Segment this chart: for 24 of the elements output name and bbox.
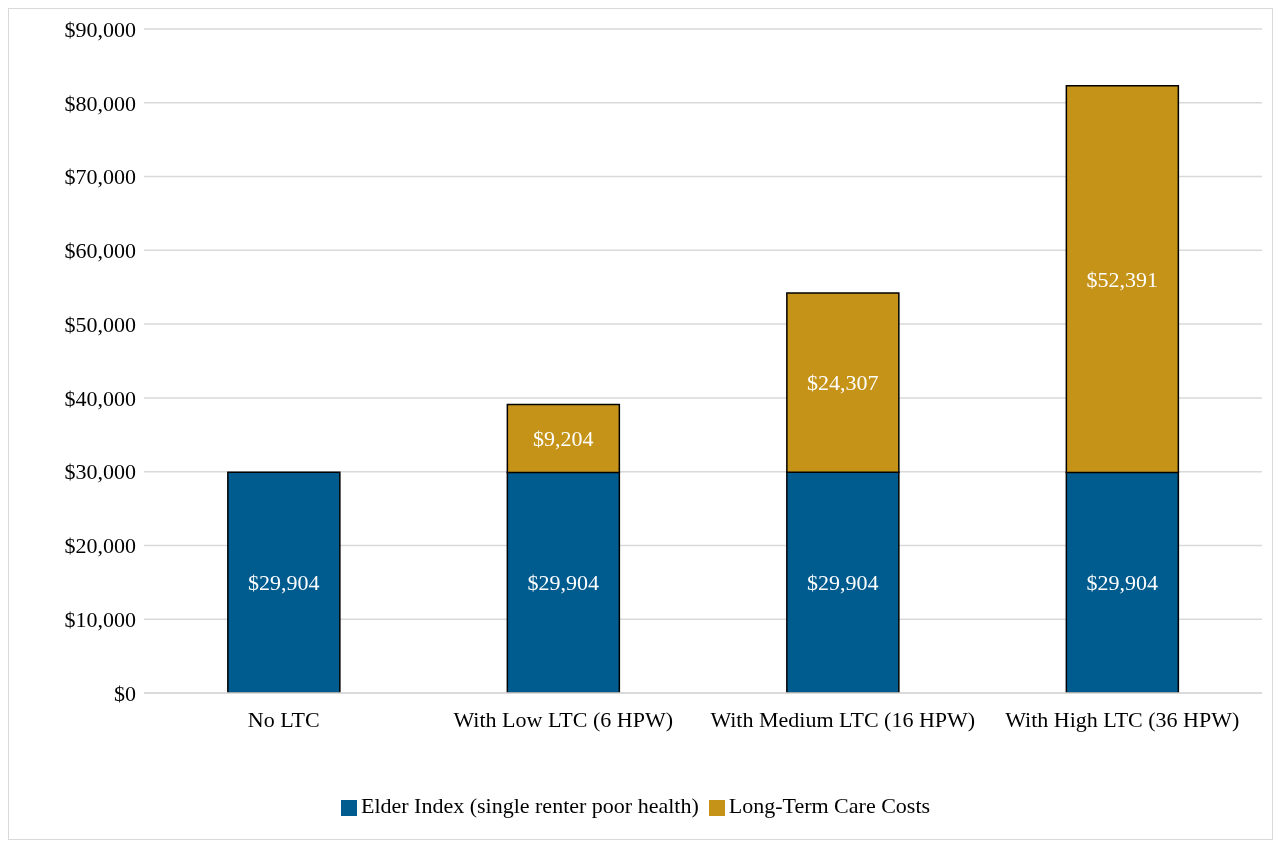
legend-label: Elder Index (single renter poor health) xyxy=(360,793,699,818)
legend-label: Long-Term Care Costs xyxy=(728,793,931,818)
y-tick-label: $20,000 xyxy=(64,533,136,559)
y-tick-label: $70,000 xyxy=(64,164,136,190)
y-tick-label: $50,000 xyxy=(64,311,136,337)
data-label: $29,904 xyxy=(807,570,879,596)
y-tick-label: $30,000 xyxy=(64,459,136,485)
y-tick-label: $40,000 xyxy=(64,385,136,411)
y-tick-label: $0 xyxy=(114,680,136,706)
x-tick-label: With Medium LTC (16 HPW) xyxy=(710,706,976,732)
y-tick-label: $60,000 xyxy=(64,238,136,264)
x-tick-label: With High LTC (36 HPW) xyxy=(1005,706,1240,732)
data-label: $29,904 xyxy=(1086,570,1159,596)
data-label: $9,204 xyxy=(533,425,594,451)
x-tick-label: With Low LTC (6 HPW) xyxy=(453,706,674,732)
data-label: $24,307 xyxy=(807,370,879,396)
y-tick-label: $80,000 xyxy=(64,90,136,116)
y-tick-label: $10,000 xyxy=(64,607,136,633)
bar xyxy=(227,471,341,693)
data-label: $29,904 xyxy=(527,570,600,596)
y-tick-label: $90,000 xyxy=(64,16,136,42)
data-label: $52,391 xyxy=(1086,266,1159,292)
x-tick-label: No LTC xyxy=(247,706,320,732)
data-label: $29,904 xyxy=(248,570,320,596)
